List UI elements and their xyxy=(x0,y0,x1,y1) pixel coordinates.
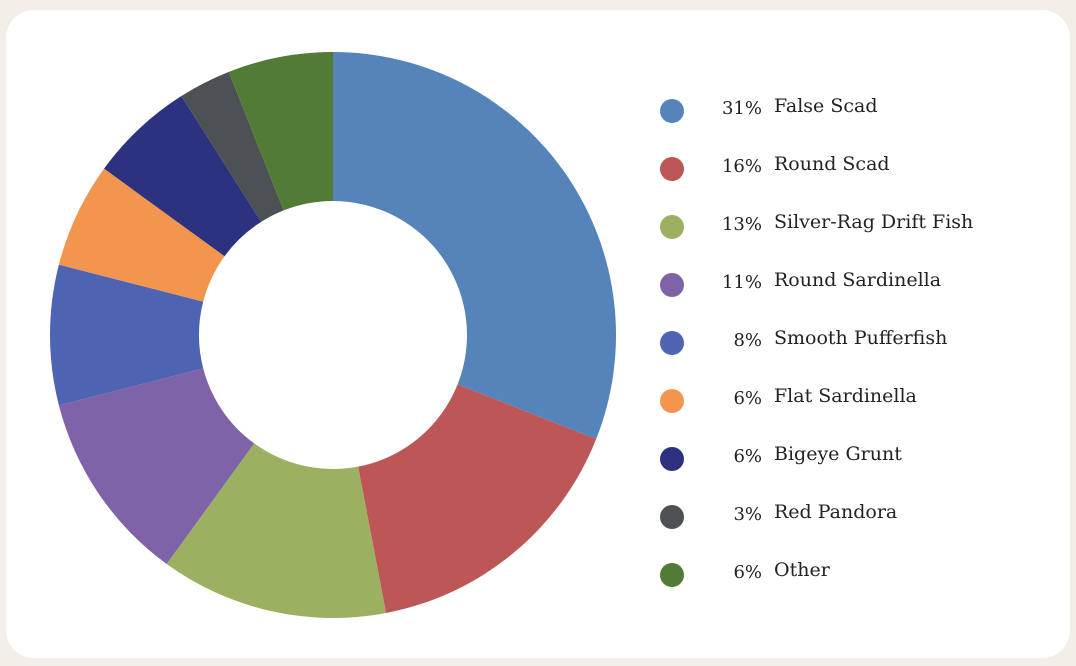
donut-slice-other xyxy=(228,52,333,211)
legend-swatch xyxy=(660,505,684,529)
legend-percent: 6% xyxy=(733,446,762,467)
legend-label: Red Pandora xyxy=(774,501,898,523)
legend-label: Other xyxy=(774,559,830,581)
legend-label: False Scad xyxy=(774,95,878,117)
legend-item: 6% Other xyxy=(656,557,1056,615)
legend-item: 16% Round Scad xyxy=(656,151,1056,209)
legend-swatch xyxy=(660,273,684,297)
chart-card: 31% False Scad 16% Round Scad 13% Silver-Rag … xyxy=(6,10,1070,658)
legend-item: 8% Smooth Pufferfish xyxy=(656,325,1056,383)
legend-percent: 16% xyxy=(721,156,762,177)
legend-label: Round Scad xyxy=(774,153,890,175)
legend-percent: 11% xyxy=(721,272,762,293)
donut-slice-round-scad xyxy=(358,384,597,613)
donut-chart xyxy=(50,51,617,618)
legend-item: 3% Red Pandora xyxy=(656,499,1056,557)
legend-item: 11% Round Sardinella xyxy=(656,267,1056,325)
legend-label: Flat Sardinella xyxy=(774,385,917,407)
legend-label: Smooth Pufferfish xyxy=(774,327,948,349)
legend-item: 6% Flat Sardinella xyxy=(656,383,1056,441)
legend-item: 31% False Scad xyxy=(656,93,1056,151)
legend-percent: 3% xyxy=(733,504,762,525)
legend-swatch xyxy=(660,447,684,471)
legend-label: Silver-Rag Drift Fish xyxy=(774,211,974,233)
legend-percent: 8% xyxy=(733,330,762,351)
donut-slice-false-scad xyxy=(333,51,617,440)
legend-swatch xyxy=(660,215,684,239)
legend-swatch xyxy=(660,389,684,413)
legend-item: 13% Silver-Rag Drift Fish xyxy=(656,209,1056,267)
donut-slice-silver-rag-drift-fish xyxy=(166,443,387,618)
legend-item: 6% Bigeye Grunt xyxy=(656,441,1056,499)
legend-percent: 6% xyxy=(733,388,762,409)
legend-swatch xyxy=(660,157,684,181)
legend-label: Bigeye Grunt xyxy=(774,443,902,465)
legend-swatch xyxy=(660,563,684,587)
donut-slice-bigeye-grunt xyxy=(104,96,262,257)
donut-slice-round-sardinella xyxy=(58,368,255,564)
legend-percent: 31% xyxy=(721,98,762,119)
legend-swatch xyxy=(660,331,684,355)
chart-legend: 31% False Scad 16% Round Scad 13% Silver-Rag … xyxy=(656,93,1056,615)
donut-slice-smooth-pufferfish xyxy=(50,264,204,406)
legend-swatch xyxy=(660,99,684,123)
donut-slice-flat-sardinella xyxy=(58,168,225,302)
legend-percent: 13% xyxy=(721,214,762,235)
donut-slice-red-pandora xyxy=(181,71,284,222)
legend-percent: 6% xyxy=(733,562,762,583)
legend-label: Round Sardinella xyxy=(774,269,942,291)
